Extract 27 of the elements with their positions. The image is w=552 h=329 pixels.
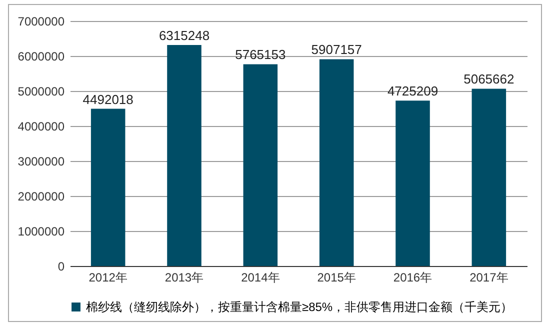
bar	[396, 100, 430, 266]
y-tick-label: 2000000	[18, 190, 65, 204]
x-tick-label: 2014年	[241, 270, 280, 284]
legend-label: 棉纱线（缝纫线除外），按重量计含棉量≥85%，非供零售用进口金额（千美元）	[86, 300, 513, 314]
bar	[90, 108, 126, 266]
data-label: 4492018	[82, 92, 134, 107]
x-tick-label: 2016年	[393, 270, 432, 284]
x-tick-label: 2013年	[164, 270, 204, 284]
data-label: 5065662	[464, 72, 514, 87]
y-tick-label: 4000000	[18, 120, 65, 134]
y-tick-label: 1000000	[18, 224, 65, 238]
y-tick-label: 7000000	[18, 14, 65, 28]
data-label: 5907157	[311, 42, 362, 58]
data-label: 5765153	[235, 47, 286, 62]
y-tick-label: 5000000	[18, 84, 65, 98]
y-tick-label: 0	[58, 260, 65, 274]
y-tick-label: 6000000	[18, 50, 65, 64]
x-tick-label: 2012年	[88, 270, 128, 284]
x-tick-label: 2017年	[470, 270, 508, 284]
bar	[319, 59, 354, 266]
data-label: 6315248	[158, 28, 210, 43]
y-tick-label: 3000000	[18, 154, 65, 168]
x-tick-label: 2015年	[317, 270, 356, 284]
bar	[472, 88, 506, 266]
bar	[167, 44, 202, 266]
bar	[243, 64, 278, 266]
data-label: 4725209	[387, 84, 438, 99]
